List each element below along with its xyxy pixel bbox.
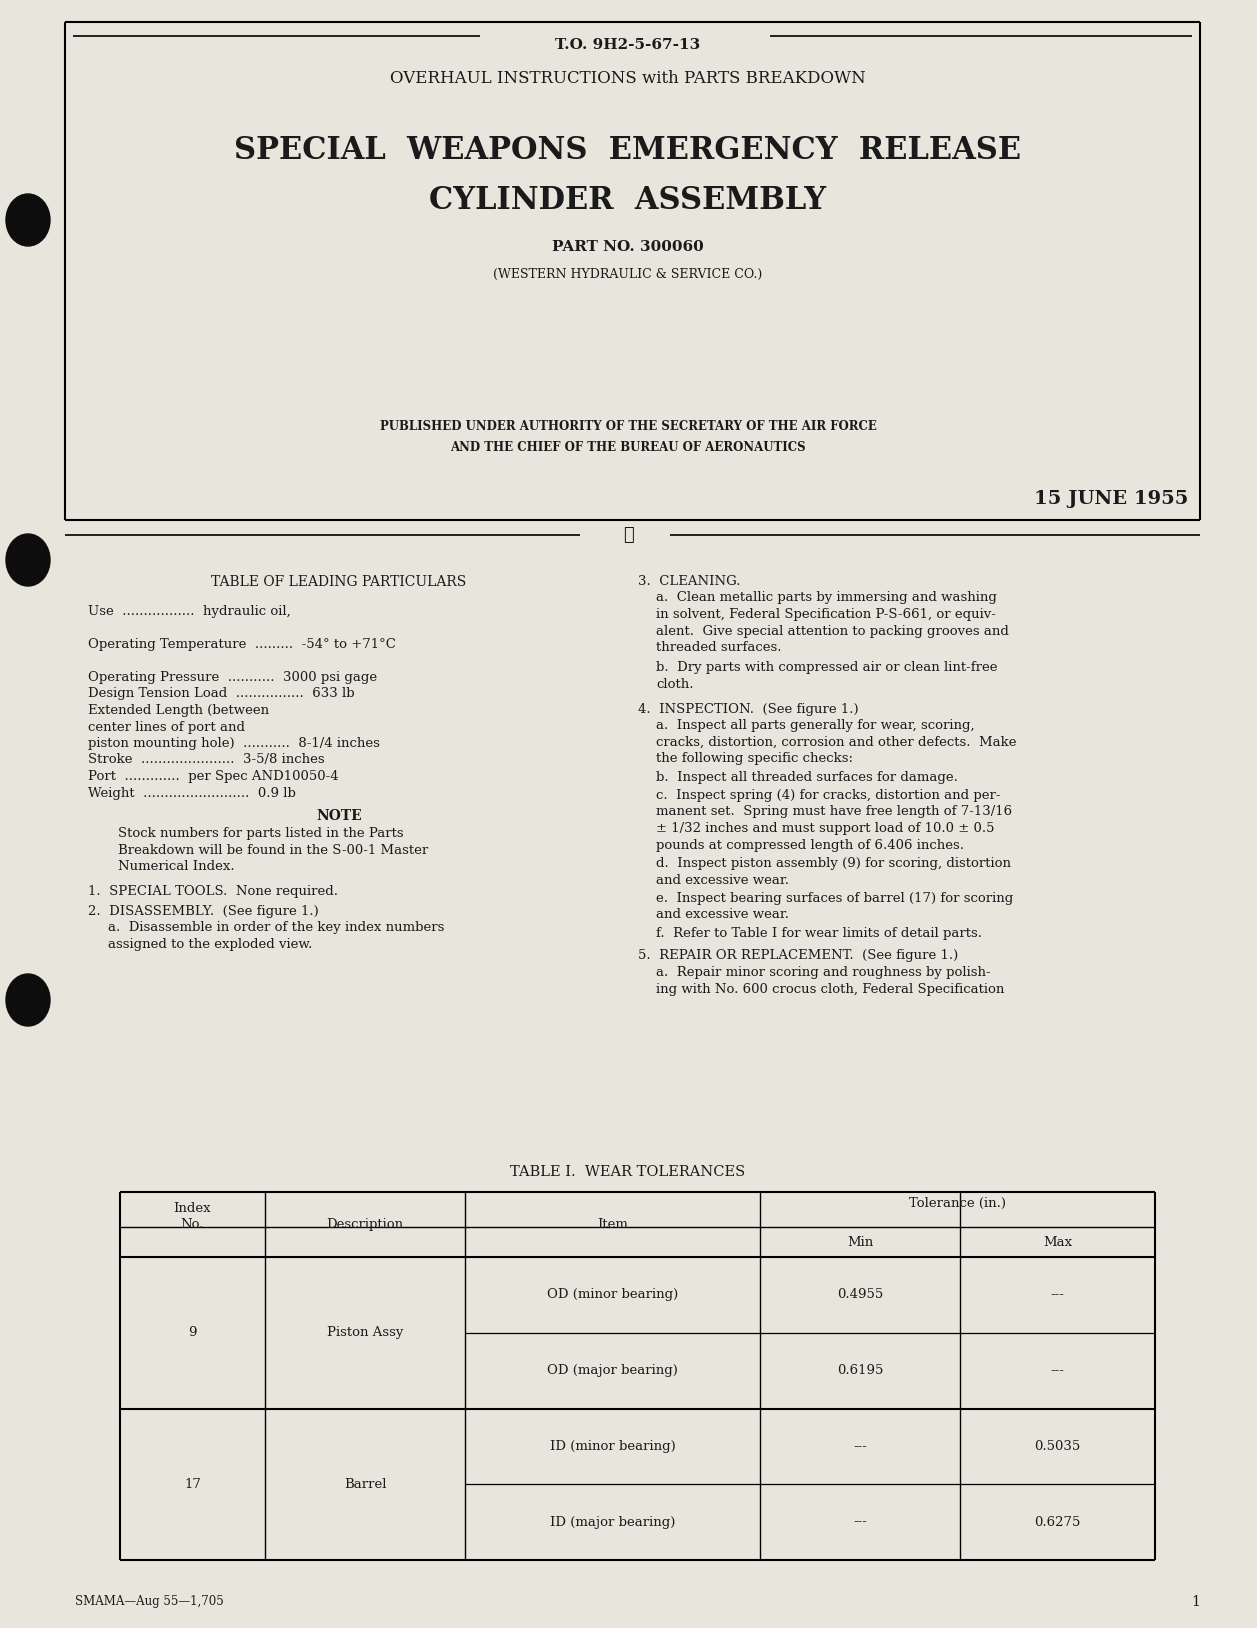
Text: ---: --- [1051,1288,1065,1301]
Text: TABLE I.  WEAR TOLERANCES: TABLE I. WEAR TOLERANCES [510,1166,745,1179]
Text: Item: Item [597,1218,628,1231]
Text: b.  Dry parts with compressed air or clean lint-free: b. Dry parts with compressed air or clea… [656,661,998,674]
Text: ID (major bearing): ID (major bearing) [549,1516,675,1529]
Text: ---: --- [854,1439,867,1452]
Text: 2.  DISASSEMBLY.  (See figure 1.): 2. DISASSEMBLY. (See figure 1.) [88,905,319,918]
Text: 17: 17 [184,1478,201,1491]
Text: cloth.: cloth. [656,677,694,690]
Text: ID (minor bearing): ID (minor bearing) [549,1439,675,1452]
Text: 0.5035: 0.5035 [1035,1439,1081,1452]
Text: f.  Refer to Table I for wear limits of detail parts.: f. Refer to Table I for wear limits of d… [656,926,982,939]
Text: center lines of port and: center lines of port and [88,721,245,734]
Text: OVERHAUL INSTRUCTIONS with PARTS BREAKDOWN: OVERHAUL INSTRUCTIONS with PARTS BREAKDO… [390,70,866,86]
Text: T.O. 9H2-5-67-13: T.O. 9H2-5-67-13 [556,37,700,52]
Text: 1: 1 [1192,1595,1200,1608]
Text: Min: Min [847,1236,874,1249]
Text: OD (major bearing): OD (major bearing) [547,1364,678,1377]
Text: ★: ★ [622,526,634,544]
Text: TABLE OF LEADING PARTICULARS: TABLE OF LEADING PARTICULARS [211,575,466,589]
Text: alent.  Give special attention to packing grooves and: alent. Give special attention to packing… [656,625,1009,638]
Ellipse shape [6,974,50,1026]
Text: pounds at compressed length of 6.406 inches.: pounds at compressed length of 6.406 inc… [656,838,964,851]
Text: PUBLISHED UNDER AUTHORITY OF THE SECRETARY OF THE AIR FORCE: PUBLISHED UNDER AUTHORITY OF THE SECRETA… [380,420,876,433]
Text: Piston Assy: Piston Assy [327,1327,403,1340]
Text: Barrel: Barrel [343,1478,386,1491]
Text: in solvent, Federal Specification P-S-661, or equiv-: in solvent, Federal Specification P-S-66… [656,607,996,620]
Text: Operating Pressure  ...........  3000 psi gage: Operating Pressure ........... 3000 psi … [88,671,377,684]
Text: ---: --- [854,1516,867,1529]
Text: Weight  .........................  0.9 lb: Weight ......................... 0.9 lb [88,786,295,799]
Text: assigned to the exploded view.: assigned to the exploded view. [108,938,313,951]
Text: threaded surfaces.: threaded surfaces. [656,641,782,654]
Text: and excessive wear.: and excessive wear. [656,908,789,921]
Text: the following specific checks:: the following specific checks: [656,752,854,765]
Text: 1.  SPECIAL TOOLS.  None required.: 1. SPECIAL TOOLS. None required. [88,884,338,897]
Text: OD (minor bearing): OD (minor bearing) [547,1288,678,1301]
Ellipse shape [6,194,50,246]
Text: ing with No. 600 crocus cloth, Federal Specification: ing with No. 600 crocus cloth, Federal S… [656,983,1004,995]
Text: Tolerance (in.): Tolerance (in.) [909,1197,1006,1210]
Text: AND THE CHIEF OF THE BUREAU OF AERONAUTICS: AND THE CHIEF OF THE BUREAU OF AERONAUTI… [450,441,806,454]
Text: Stock numbers for parts listed in the Parts: Stock numbers for parts listed in the Pa… [118,827,403,840]
Text: Port  .............  per Spec AND10050-4: Port ............. per Spec AND10050-4 [88,770,338,783]
Text: b.  Inspect all threaded surfaces for damage.: b. Inspect all threaded surfaces for dam… [656,770,958,783]
Text: 9: 9 [189,1327,197,1340]
Text: and excessive wear.: and excessive wear. [656,874,789,887]
Text: Operating Temperature  .........  -54° to +71°C: Operating Temperature ......... -54° to … [88,638,396,651]
Text: d.  Inspect piston assembly (9) for scoring, distortion: d. Inspect piston assembly (9) for scori… [656,856,1011,869]
Text: a.  Repair minor scoring and roughness by polish-: a. Repair minor scoring and roughness by… [656,965,991,978]
Ellipse shape [6,534,50,586]
Text: SPECIAL  WEAPONS  EMERGENCY  RELEASE: SPECIAL WEAPONS EMERGENCY RELEASE [235,135,1022,166]
Text: Max: Max [1043,1236,1072,1249]
Text: c.  Inspect spring (4) for cracks, distortion and per-: c. Inspect spring (4) for cracks, distor… [656,790,1001,803]
Text: a.  Disassemble in order of the key index numbers: a. Disassemble in order of the key index… [108,921,445,934]
Text: Extended Length (between: Extended Length (between [88,703,269,716]
Text: 3.  CLEANING.: 3. CLEANING. [639,575,740,588]
Text: 15 JUNE 1955: 15 JUNE 1955 [1033,490,1188,508]
Text: (WESTERN HYDRAULIC & SERVICE CO.): (WESTERN HYDRAULIC & SERVICE CO.) [494,269,763,282]
Text: e.  Inspect bearing surfaces of barrel (17) for scoring: e. Inspect bearing surfaces of barrel (1… [656,892,1013,905]
Text: manent set.  Spring must have free length of 7-13/16: manent set. Spring must have free length… [656,806,1012,819]
Text: CYLINDER  ASSEMBLY: CYLINDER ASSEMBLY [430,186,827,217]
Text: 5.  REPAIR OR REPLACEMENT.  (See figure 1.): 5. REPAIR OR REPLACEMENT. (See figure 1.… [639,949,958,962]
Text: a.  Clean metallic parts by immersing and washing: a. Clean metallic parts by immersing and… [656,591,997,604]
Text: cracks, distortion, corrosion and other defects.  Make: cracks, distortion, corrosion and other … [656,736,1017,749]
Text: PART NO. 300060: PART NO. 300060 [552,239,704,254]
Text: Stroke  ......................  3-5/8 inches: Stroke ...................... 3-5/8 inch… [88,754,324,767]
Text: Index
No.: Index No. [173,1203,211,1231]
Text: 0.6195: 0.6195 [837,1364,884,1377]
Text: 0.4955: 0.4955 [837,1288,884,1301]
Text: Use  .................  hydraulic oil,: Use ................. hydraulic oil, [88,606,290,619]
Text: 4.  INSPECTION.  (See figure 1.): 4. INSPECTION. (See figure 1.) [639,703,859,715]
Text: Design Tension Load  ................  633 lb: Design Tension Load ................ 633… [88,687,354,700]
Text: SMAMA—Aug 55—1,705: SMAMA—Aug 55—1,705 [75,1595,224,1608]
Text: Description: Description [327,1218,403,1231]
Text: Numerical Index.: Numerical Index. [118,860,235,873]
Text: a.  Inspect all parts generally for wear, scoring,: a. Inspect all parts generally for wear,… [656,720,974,733]
Text: piston mounting hole)  ...........  8-1/4 inches: piston mounting hole) ........... 8-1/4 … [88,737,380,751]
Text: Breakdown will be found in the S-00-1 Master: Breakdown will be found in the S-00-1 Ma… [118,843,429,856]
Text: ---: --- [1051,1364,1065,1377]
Text: NOTE: NOTE [316,809,362,824]
Text: 0.6275: 0.6275 [1035,1516,1081,1529]
Text: ± 1/32 inches and must support load of 10.0 ± 0.5: ± 1/32 inches and must support load of 1… [656,822,994,835]
